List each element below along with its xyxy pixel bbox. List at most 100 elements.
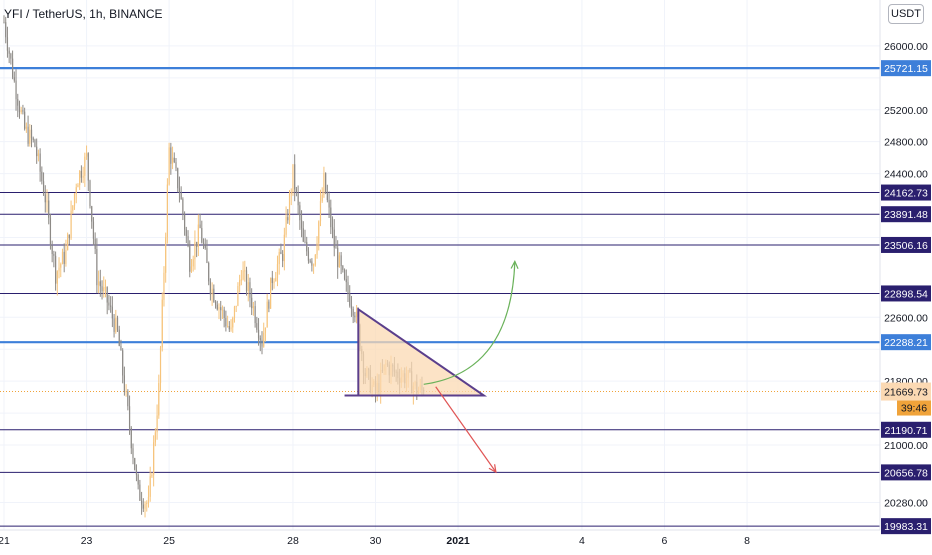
currency-button[interactable]: USDT (888, 4, 924, 24)
candle-body (316, 243, 318, 255)
candle-body (125, 391, 127, 393)
countdown-label: 39:46 (901, 403, 927, 415)
candle-body (197, 224, 199, 248)
candle-body (304, 241, 306, 243)
candle-body (184, 214, 186, 230)
candle-body (36, 146, 38, 157)
level-price-label: 23506.16 (884, 240, 928, 252)
candle-body (261, 339, 263, 347)
candle-body (194, 241, 196, 260)
candle-body (187, 236, 189, 247)
candle-body (60, 264, 62, 268)
candle-body (177, 168, 179, 189)
candle-body (20, 110, 22, 113)
candle-body (91, 206, 93, 222)
projection-down-arrow (435, 386, 497, 473)
candle-body (29, 129, 31, 144)
candle-body (113, 318, 115, 332)
candle-body (314, 254, 316, 265)
candle-body (345, 279, 347, 283)
candle-body (85, 153, 88, 157)
candle-body (240, 279, 242, 281)
time-axis[interactable]: 21 23 25 28 30 2021 4 6 8 (0, 529, 880, 547)
candle-body (354, 315, 356, 318)
candle-body (141, 500, 143, 505)
level-price-label-bg (881, 421, 931, 438)
candle-body (252, 306, 254, 309)
time-tick-label: 23 (81, 535, 93, 547)
candle-body (214, 301, 217, 305)
candle-body (122, 350, 124, 376)
candle-body (247, 282, 249, 291)
candle-body (118, 329, 120, 346)
candle-body (139, 484, 141, 501)
candle-body (12, 58, 14, 78)
candle-body (56, 271, 58, 284)
candle-body (333, 229, 335, 248)
time-tick-label: 28 (287, 535, 299, 547)
level-price-label-bg (881, 206, 931, 223)
candle-body (331, 227, 334, 230)
candle-body (94, 238, 96, 249)
candle-body (307, 251, 310, 261)
candle-body (276, 264, 279, 278)
triangle-pattern (344, 307, 488, 397)
candle-body (134, 458, 136, 470)
time-tick-label: 30 (370, 535, 382, 547)
candle-body (343, 270, 346, 280)
candle-body (18, 105, 21, 113)
symbol-title: YFI / TetherUS, 1h, BINANCE (4, 7, 163, 21)
candle-body (79, 171, 81, 186)
candle-body (8, 50, 10, 54)
candle-body (154, 432, 156, 443)
level-price-label-bg (881, 285, 931, 302)
arrow-head (510, 260, 519, 269)
price-axis[interactable]: 26000.00 25200.00 24800.00 24400.00 22600.00… (879, 0, 928, 530)
candle-body (153, 442, 155, 475)
candle-body (13, 77, 15, 81)
candle-body (273, 281, 275, 284)
candle-body (171, 157, 174, 164)
candle-body (3, 21, 5, 23)
candle-body (101, 286, 103, 292)
candle-body (300, 220, 303, 229)
candle-body (347, 282, 349, 294)
candle-body (328, 200, 330, 208)
candle-body (297, 192, 299, 206)
level-price-label-bg (881, 464, 931, 481)
candle-body (266, 301, 268, 328)
candle-body (72, 205, 74, 211)
candle-body (156, 415, 158, 433)
candle-body (282, 253, 284, 262)
candle-body (292, 164, 294, 193)
candle-body (25, 126, 27, 129)
candle-body (259, 338, 261, 340)
candle-body (271, 277, 273, 284)
price-tick-label: 26000.00 (884, 41, 928, 53)
candle-body (237, 286, 239, 306)
candle-body (163, 272, 165, 300)
candle-body (123, 375, 125, 393)
candle-body (41, 171, 43, 182)
projection-arrows (423, 260, 519, 474)
candle-body (49, 217, 52, 246)
candle-body (280, 252, 282, 254)
candle-body (142, 504, 144, 509)
candle-body (5, 22, 7, 38)
candle-body (256, 323, 258, 330)
candle-body (295, 189, 297, 193)
candle-body (37, 153, 39, 157)
level-price-label: 25721.15 (884, 63, 928, 75)
candle-body (182, 199, 184, 215)
level-price-label: 22288.21 (884, 337, 928, 349)
candle-body (216, 304, 218, 310)
candle-body (309, 260, 311, 262)
candle-body (63, 251, 65, 264)
candle-body (290, 192, 292, 195)
candle-body (263, 332, 265, 347)
candle-body (149, 476, 151, 497)
candle-body (168, 147, 170, 185)
candle-body (104, 287, 107, 289)
candle-body (110, 305, 112, 307)
